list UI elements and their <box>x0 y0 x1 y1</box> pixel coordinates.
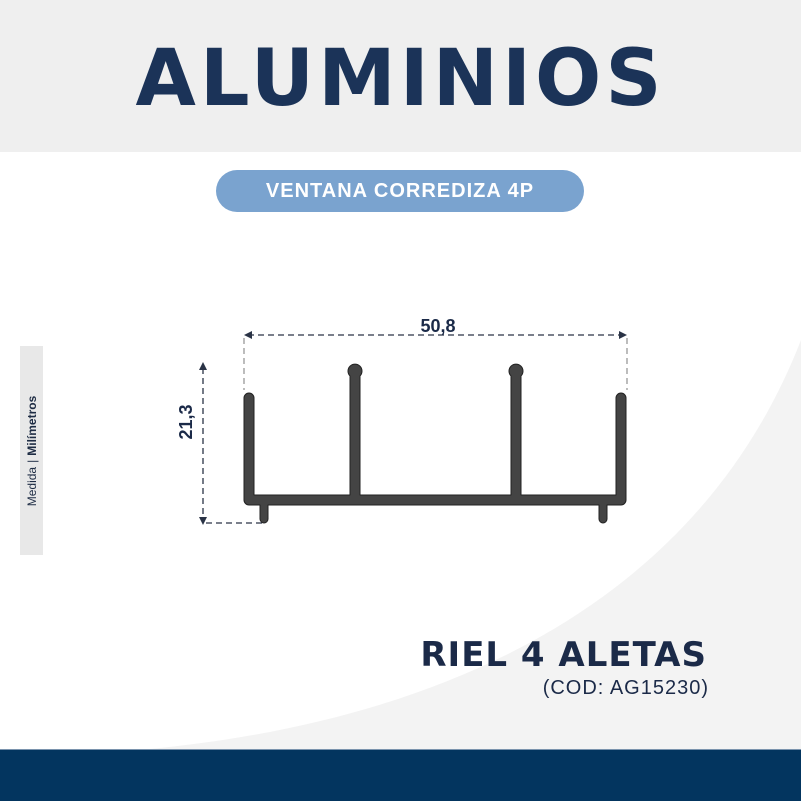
category-badge: VENTANA CORREDIZA 4P <box>216 170 584 212</box>
profile-shape <box>243 363 627 524</box>
page-title: ALUMINIOS <box>135 34 666 124</box>
units-label: Medida | Milímetros <box>20 346 43 555</box>
dimension-lines <box>202 334 628 524</box>
dimension-arrows <box>199 331 627 525</box>
footer-band <box>0 749 801 801</box>
product-code: (COD: AG15230) <box>542 677 709 699</box>
header: ALUMINIOS <box>0 0 801 152</box>
width-dimension: 50,8 <box>420 316 455 336</box>
product-name: RIEL 4 ALETAS <box>420 635 707 675</box>
height-dimension: 21,3 <box>176 404 196 439</box>
